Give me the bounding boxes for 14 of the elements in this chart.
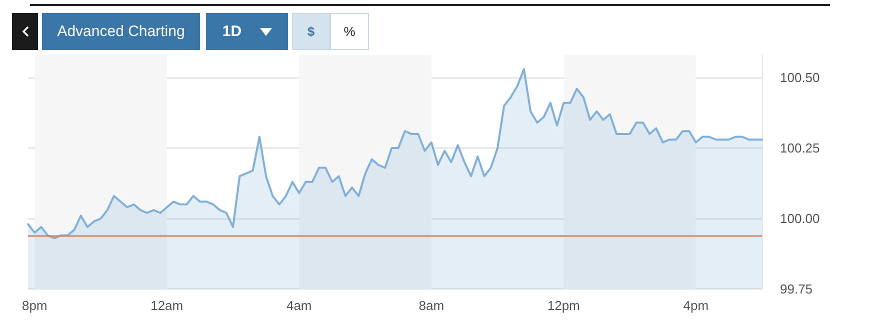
x-tick-label: 12am xyxy=(150,298,184,313)
text: 1D xyxy=(222,23,242,40)
text: % xyxy=(344,24,356,39)
y-tick-label: 100.25 xyxy=(780,140,820,156)
y-tick-label: 99.75 xyxy=(780,282,813,296)
x-tick-label: 8pm xyxy=(22,298,48,313)
text: $ xyxy=(307,24,315,39)
y-tick-label: 100.00 xyxy=(780,211,820,226)
y-tick-label: 100.50 xyxy=(780,70,820,86)
text: Advanced Charting xyxy=(57,23,185,40)
x-tick-label: 12pm xyxy=(547,298,580,313)
x-tick-label: 4pm xyxy=(683,298,709,313)
x-tick-label: 4am xyxy=(286,298,312,313)
x-tick-label: 8am xyxy=(418,298,444,313)
